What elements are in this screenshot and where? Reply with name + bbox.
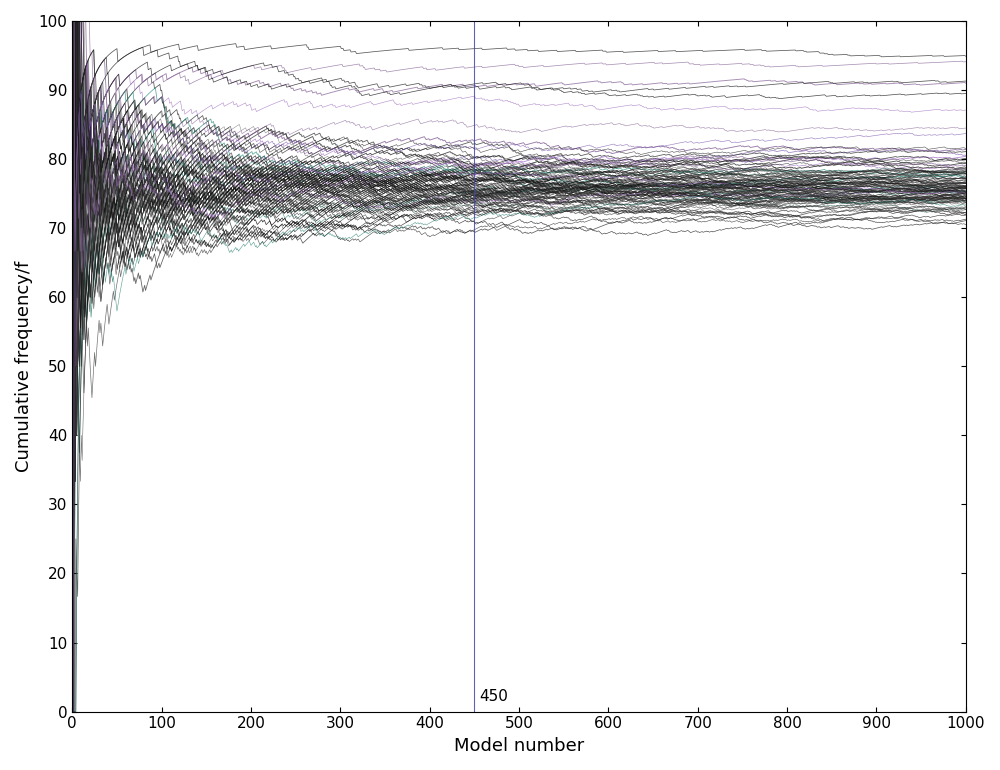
Text: 450: 450 bbox=[479, 689, 508, 705]
X-axis label: Model number: Model number bbox=[454, 737, 584, 755]
Y-axis label: Cumulative frequency/f: Cumulative frequency/f bbox=[15, 261, 33, 472]
